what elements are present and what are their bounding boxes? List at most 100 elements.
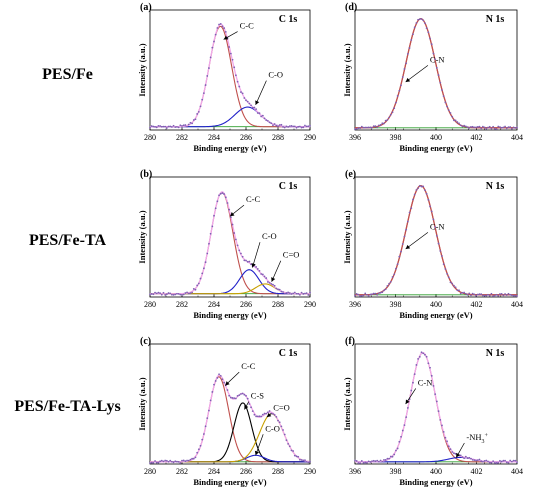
data-point (391, 455, 394, 458)
data-point (169, 459, 172, 462)
data-point (475, 126, 477, 129)
data-point (170, 126, 173, 128)
data-point (485, 459, 488, 462)
data-point (283, 433, 286, 436)
data-point (461, 291, 464, 294)
data-point (295, 455, 298, 458)
data-point (196, 451, 199, 454)
data-point (488, 461, 491, 464)
data-point (184, 460, 187, 463)
data-point (468, 127, 471, 129)
data-point (413, 26, 416, 29)
data-point (459, 292, 462, 295)
data-point (218, 373, 220, 376)
annotation-arrowhead (225, 381, 230, 386)
data-point (497, 461, 500, 464)
row-label-pes-fe-ta: PES/Fe-TA (28, 232, 107, 249)
data-point (417, 187, 419, 190)
peak-c-n (355, 352, 517, 463)
data-point (282, 429, 284, 431)
x-tick-label: 288 (272, 300, 284, 309)
data-point (512, 126, 515, 129)
data-point (240, 91, 242, 93)
data-point (406, 220, 409, 223)
data-point (265, 412, 268, 415)
data-point (412, 381, 414, 384)
data-point (174, 126, 177, 129)
data-point (160, 125, 163, 128)
data-point (376, 459, 379, 462)
data-point (226, 202, 229, 204)
data-point (176, 292, 178, 295)
data-point (280, 123, 283, 126)
data-point (157, 291, 160, 294)
data-point (292, 292, 295, 295)
data-point (228, 46, 231, 48)
data-point (403, 424, 406, 427)
x-tick-label: 290 (304, 133, 316, 142)
data-point (439, 81, 442, 84)
data-point (208, 67, 210, 69)
data-point (487, 126, 489, 129)
data-point (221, 25, 224, 28)
data-point (502, 459, 505, 462)
data-point (154, 460, 156, 462)
data-point (435, 234, 438, 237)
data-point (451, 282, 454, 285)
data-point (192, 457, 195, 460)
peak-c-n (355, 185, 517, 296)
data-point (505, 294, 508, 297)
data-point (290, 125, 293, 127)
data-point (238, 394, 241, 397)
data-point (459, 124, 462, 127)
data-point (216, 377, 219, 379)
data-point (487, 460, 489, 463)
x-tick-label: 400 (430, 133, 442, 142)
data-point (162, 125, 165, 128)
data-point (449, 112, 452, 114)
data-point (231, 58, 234, 61)
data-point (177, 126, 180, 129)
data-point (159, 125, 162, 127)
annotation-arrowhead (405, 399, 410, 404)
data-point (470, 294, 472, 297)
data-point (480, 460, 483, 463)
data-point (292, 450, 295, 452)
peak-c-o (150, 269, 310, 295)
envelope-fit (150, 191, 310, 295)
data-point (388, 457, 391, 460)
data-point (268, 281, 271, 284)
annotation-arrowhead (271, 277, 276, 282)
annotation-arrowhead (244, 404, 249, 410)
x-tick-label: 290 (304, 300, 316, 309)
data-point (377, 124, 380, 127)
spectrum-title: N 1s (486, 14, 505, 25)
annotation-arrowhead (405, 77, 411, 82)
data-point (182, 459, 185, 462)
data-point (470, 126, 472, 128)
data-point (191, 457, 194, 460)
data-point (444, 436, 447, 439)
data-point (282, 126, 284, 128)
data-point (277, 288, 279, 291)
data-point (213, 40, 215, 43)
data-point (194, 118, 197, 121)
data-point (174, 293, 177, 296)
y-axis-label: Intensity (a.u.) (342, 210, 352, 263)
data-point (451, 115, 454, 118)
data-point (172, 124, 175, 127)
data-point (422, 352, 425, 355)
data-point (170, 460, 173, 463)
x-tick-label: 400 (430, 300, 442, 309)
data-point (367, 295, 370, 297)
data-point (186, 291, 188, 294)
data-point (241, 255, 244, 258)
annotation-c-o: C-O (262, 231, 277, 241)
data-point (201, 272, 204, 275)
data-point (400, 435, 402, 438)
data-point (273, 414, 276, 416)
data-point (483, 294, 486, 297)
data-point (275, 124, 278, 127)
data-point (304, 292, 306, 295)
annotation-c-o: C=O (273, 403, 290, 413)
